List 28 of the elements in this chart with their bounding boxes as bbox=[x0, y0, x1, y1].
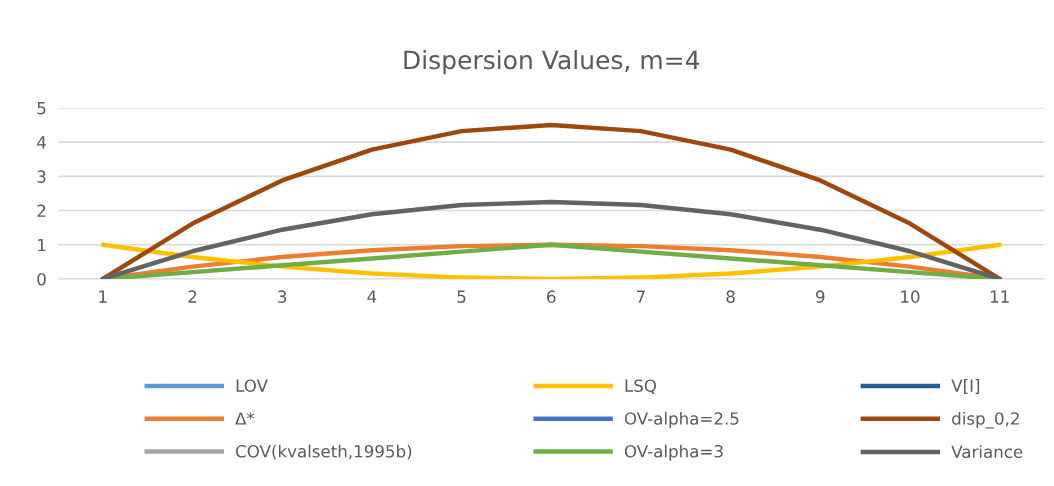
x-tick-label: 4 bbox=[367, 290, 377, 303]
legend-label: Δ* bbox=[235, 412, 255, 425]
chart-title: Dispersion Values, m=4 bbox=[404, 50, 700, 75]
x-tick-label: 3 bbox=[278, 290, 287, 303]
x-tick-label: 9 bbox=[816, 290, 825, 303]
x-tick-label: 7 bbox=[636, 290, 645, 303]
legend-label: V[I] bbox=[951, 379, 980, 394]
legend-label: OV-alpha=3 bbox=[624, 444, 723, 461]
x-tick-label: 10 bbox=[901, 290, 920, 303]
y-tick-label: 0 bbox=[37, 272, 46, 286]
x-tick-label: 5 bbox=[457, 290, 466, 303]
legend-label: disp_0,2 bbox=[952, 411, 1019, 429]
x-tick-label: 8 bbox=[726, 290, 735, 303]
x-tick-label: 11 bbox=[990, 290, 1009, 303]
line-series bbox=[100, 199, 1002, 279]
legend-label: LSQ bbox=[625, 379, 656, 394]
y-tick-label: 3 bbox=[37, 170, 46, 183]
x-tick-label: 6 bbox=[547, 290, 556, 303]
legend-label: OV-alpha=2.5 bbox=[624, 411, 739, 429]
y-tick-label: 2 bbox=[37, 204, 46, 217]
legend-label: Variance bbox=[951, 445, 1023, 459]
y-tick-label: 1 bbox=[38, 238, 46, 252]
x-tick-label: 1 bbox=[99, 290, 107, 303]
x-tick-label: 2 bbox=[188, 290, 197, 303]
y-tick-label: 4 bbox=[37, 136, 46, 149]
y-tick-label: 5 bbox=[37, 102, 46, 115]
legend-label: COV(kvalseth,1995b) bbox=[236, 444, 412, 460]
legend-label: LOV bbox=[236, 379, 268, 392]
